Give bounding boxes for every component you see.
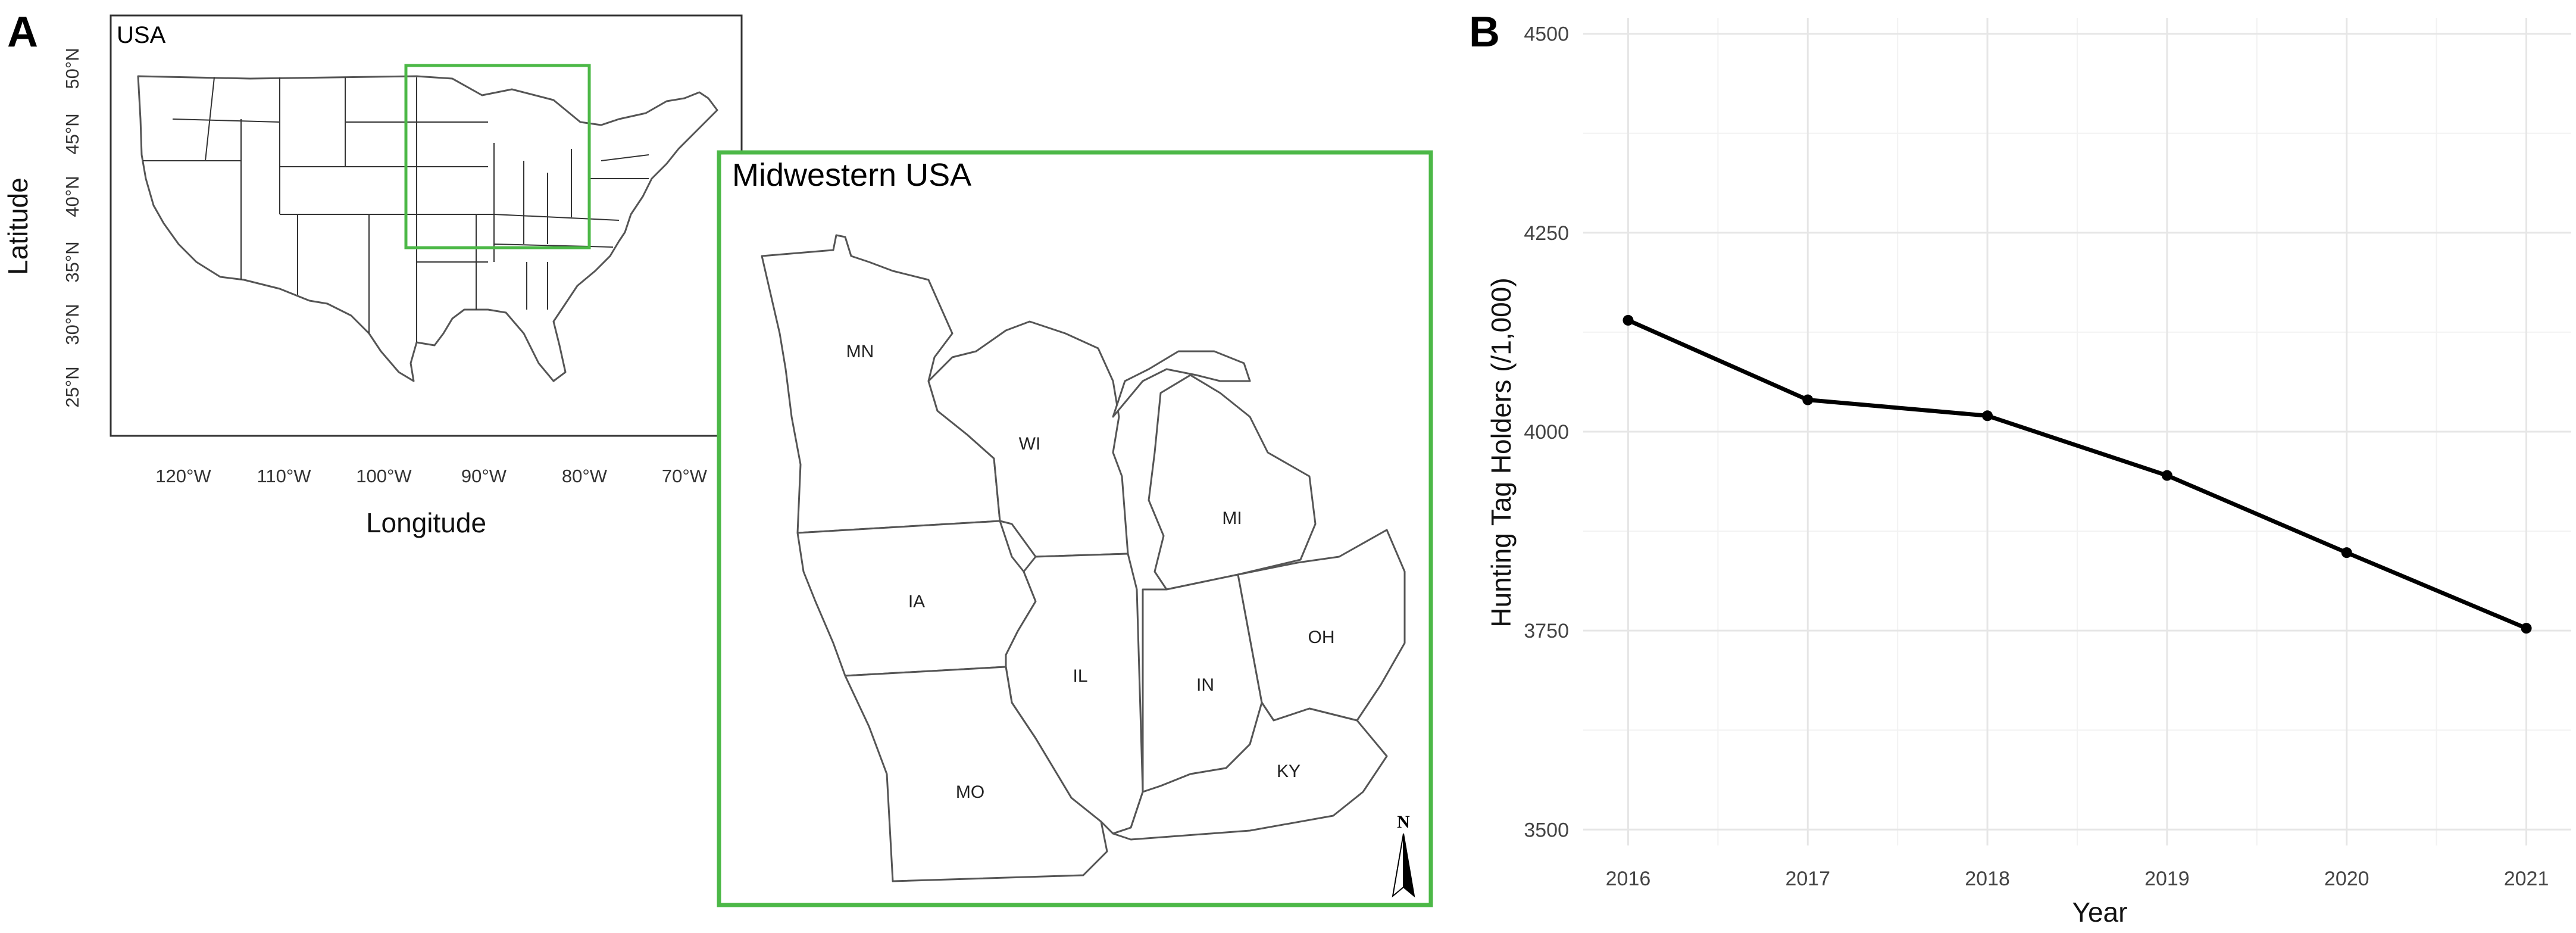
map-y-tick: 30°N bbox=[62, 304, 83, 345]
line-chart: 2016 2017 2018 2019 2020 2021 3500 3750 4000 425… bbox=[1524, 18, 2571, 890]
state-label-mo: MO bbox=[956, 782, 984, 802]
map-x-tick: 110°W bbox=[257, 466, 311, 486]
map-y-tick: 35°N bbox=[62, 241, 83, 282]
state-shape-wi bbox=[927, 320, 1129, 558]
map-x-tick: 70°W bbox=[662, 466, 708, 486]
x-tick-label: 2016 bbox=[1606, 868, 1651, 890]
panel-b-letter: B bbox=[1469, 8, 1500, 56]
state-label-oh: OH bbox=[1308, 628, 1335, 647]
north-arrow-icon: N bbox=[1392, 812, 1415, 898]
state-shape-mo bbox=[844, 666, 1108, 882]
x-tick-label: 2021 bbox=[2504, 868, 2549, 890]
y-tick-label: 4000 bbox=[1524, 421, 1569, 444]
x-tick-label: 2020 bbox=[2324, 868, 2369, 890]
usa-map-title: USA bbox=[117, 22, 166, 48]
chart-x-axis-title: Year bbox=[2072, 897, 2128, 928]
midwest-highlight-box bbox=[404, 64, 591, 249]
state-label-il: IL bbox=[1073, 666, 1087, 686]
map-x-ticks: 120°W 110°W 100°W 90°W 80°W 70°W bbox=[155, 466, 708, 486]
data-point bbox=[2161, 470, 2172, 481]
data-point bbox=[1982, 410, 1993, 422]
panel-a-letter: A bbox=[7, 8, 38, 56]
state-label-mi: MI bbox=[1222, 508, 1242, 528]
data-point bbox=[1802, 394, 1814, 405]
midwest-inset-title: Midwestern USA bbox=[732, 157, 971, 193]
y-tick-label: 3750 bbox=[1524, 620, 1569, 642]
chart-series bbox=[1622, 314, 2532, 634]
map-y-tick: 45°N bbox=[62, 113, 83, 154]
state-shape-ky bbox=[1112, 701, 1388, 841]
x-tick-label: 2017 bbox=[1785, 868, 1830, 890]
series-line bbox=[1627, 318, 2527, 631]
usa-outline bbox=[137, 75, 718, 382]
data-point bbox=[1622, 314, 1634, 326]
chart-major-grid bbox=[1583, 18, 2571, 845]
map-y-tick: 40°N bbox=[62, 176, 83, 217]
x-tick-label: 2018 bbox=[1965, 868, 2010, 890]
map-x-axis-title: Longitude bbox=[366, 507, 486, 538]
state-label-ky: KY bbox=[1277, 762, 1300, 781]
map-x-tick: 120°W bbox=[155, 466, 211, 486]
state-label-wi: WI bbox=[1019, 434, 1041, 454]
usa-state-lines bbox=[143, 77, 649, 342]
chart-y-ticks: 3500 3750 4000 4250 4500 bbox=[1524, 23, 1569, 842]
state-label-in: IN bbox=[1196, 675, 1214, 695]
chart-x-ticks: 2016 2017 2018 2019 2020 2021 bbox=[1606, 868, 2549, 890]
chart-y-axis-title: Hunting Tag Holders (/1,000) bbox=[1486, 277, 1517, 627]
y-tick-label: 3500 bbox=[1524, 819, 1569, 841]
map-y-axis-title: Latitude bbox=[2, 177, 33, 275]
map-y-tick: 25°N bbox=[62, 366, 83, 407]
data-point bbox=[2521, 623, 2532, 634]
data-point bbox=[2341, 547, 2352, 558]
x-tick-label: 2019 bbox=[2144, 868, 2190, 890]
y-tick-label: 4500 bbox=[1524, 23, 1569, 46]
state-shape-mi bbox=[1112, 350, 1317, 591]
map-x-tick: 90°W bbox=[461, 466, 507, 486]
map-x-tick: 100°W bbox=[356, 466, 412, 486]
state-label-ia: IA bbox=[908, 592, 925, 611]
map-y-tick: 50°N bbox=[62, 48, 83, 89]
map-x-tick: 80°W bbox=[562, 466, 608, 486]
y-tick-label: 4250 bbox=[1524, 222, 1569, 245]
state-label-mn: MN bbox=[846, 342, 874, 361]
map-y-ticks: 25°N 30°N 35°N 40°N 45°N 50°N bbox=[62, 48, 83, 407]
north-arrow-label: N bbox=[1397, 812, 1410, 832]
